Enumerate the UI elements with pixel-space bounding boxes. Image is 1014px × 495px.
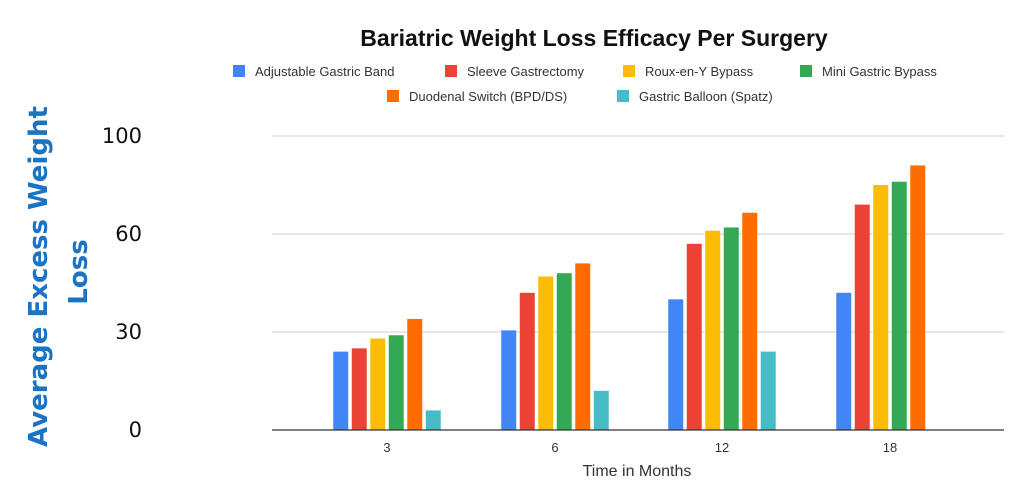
y-axis-label-line-2: Loss [64,239,94,304]
legend-swatch [387,90,399,102]
legend-item: Adjustable Gastric Band [233,64,394,79]
y-tick-label: 30 [115,320,142,344]
y-tick-label: 0 [129,418,142,442]
legend-item: Mini Gastric Bypass [800,64,937,79]
legend-swatch [233,65,245,77]
legend-item: Roux-en-Y Bypass [623,64,754,79]
bar [854,204,870,430]
chart-title: Bariatric Weight Loss Efficacy Per Surge… [360,25,828,51]
legend-label: Adjustable Gastric Band [255,64,394,79]
bar [388,335,404,430]
y-axis-label-line-1: Average Excess Weight [24,106,54,447]
bars [333,165,926,430]
legend-item: Duodenal Switch (BPD/DS) [387,89,567,104]
y-axis-tick-labels: 100 60 30 0 [102,124,142,442]
x-tick-label: 6 [551,440,558,455]
legend-swatch [623,65,635,77]
legend-item: Gastric Balloon (Spatz) [617,89,773,104]
x-axis-tick-labels: 3 6 12 18 [383,440,897,455]
legend-label: Gastric Balloon (Spatz) [639,89,773,104]
legend-label: Roux-en-Y Bypass [645,64,754,79]
bar [836,292,852,430]
bar [370,338,386,430]
legend-swatch [445,65,457,77]
x-tick-label: 18 [883,440,897,455]
x-tick-label: 3 [383,440,390,455]
legend-swatch [800,65,812,77]
legend-label: Duodenal Switch (BPD/DS) [409,89,567,104]
bar [501,330,517,430]
bar [593,390,609,430]
bar [556,273,572,430]
y-tick-label: 60 [115,222,142,246]
legend-swatch [617,90,629,102]
bar [723,227,739,430]
bar [668,299,684,430]
legend-label: Mini Gastric Bypass [822,64,937,79]
bar [910,165,926,430]
bar [686,243,702,430]
bar [351,348,367,430]
bar [538,276,554,430]
x-tick-label: 12 [715,440,729,455]
bar [425,410,441,430]
bar [407,318,423,430]
bar [873,185,889,430]
bar [519,292,535,430]
legend: Adjustable Gastric Band Sleeve Gastrectom… [233,64,937,104]
bar [742,212,758,430]
y-tick-label: 100 [102,124,142,148]
bar [333,351,349,430]
y-axis-label: Average Excess Weight Loss [24,97,94,447]
x-axis-label: Time in Months [583,463,692,480]
bar [891,181,907,430]
legend-label: Sleeve Gastrectomy [467,64,585,79]
legend-item: Sleeve Gastrectomy [445,64,585,79]
bar [760,351,776,430]
bar [575,263,591,430]
bar [705,230,721,430]
